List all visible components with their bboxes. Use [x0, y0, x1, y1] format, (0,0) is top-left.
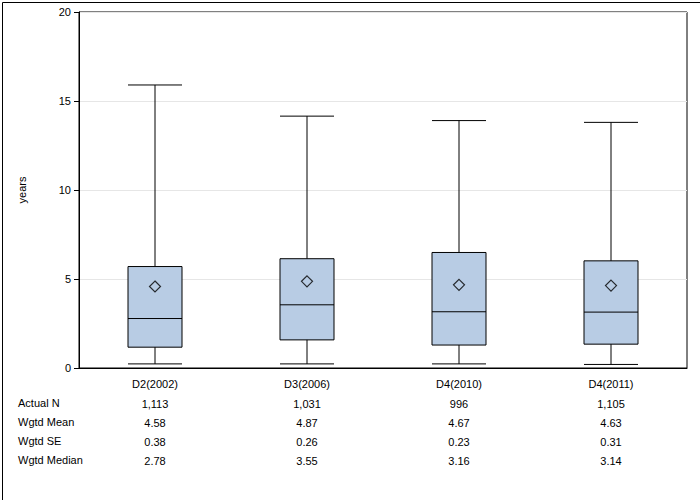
svg-text:15: 15 [59, 95, 71, 107]
svg-text:10: 10 [59, 184, 71, 196]
svg-text:3.55: 3.55 [296, 455, 317, 467]
svg-text:4.63: 4.63 [600, 417, 621, 429]
svg-text:2.78: 2.78 [144, 455, 165, 467]
svg-text:D4(2010): D4(2010) [436, 378, 482, 390]
svg-text:Wgtd Mean: Wgtd Mean [18, 416, 74, 428]
svg-text:4.58: 4.58 [144, 417, 165, 429]
svg-text:Wgtd SE: Wgtd SE [18, 435, 61, 447]
svg-text:Actual N: Actual N [18, 397, 60, 409]
svg-text:0.23: 0.23 [448, 436, 469, 448]
svg-text:1,113: 1,113 [142, 398, 169, 410]
svg-text:996: 996 [450, 398, 468, 410]
svg-text:D4(2011): D4(2011) [588, 378, 633, 390]
svg-text:3.14: 3.14 [600, 455, 621, 467]
svg-text:D3(2006): D3(2006) [284, 378, 330, 390]
svg-text:1,105: 1,105 [597, 398, 625, 410]
svg-text:0.31: 0.31 [600, 436, 621, 448]
svg-text:4.87: 4.87 [296, 417, 317, 429]
svg-text:20: 20 [59, 6, 71, 18]
svg-text:Wgtd Median: Wgtd Median [18, 454, 83, 466]
svg-text:D2(2002): D2(2002) [132, 378, 178, 390]
svg-text:0: 0 [65, 362, 71, 374]
svg-text:5: 5 [65, 273, 71, 285]
svg-text:3.16: 3.16 [448, 455, 469, 467]
svg-text:0.38: 0.38 [144, 436, 165, 448]
svg-text:1,031: 1,031 [293, 398, 321, 410]
svg-text:4.67: 4.67 [448, 417, 469, 429]
svg-text:0.26: 0.26 [296, 436, 317, 448]
svg-text:years: years [16, 176, 28, 203]
